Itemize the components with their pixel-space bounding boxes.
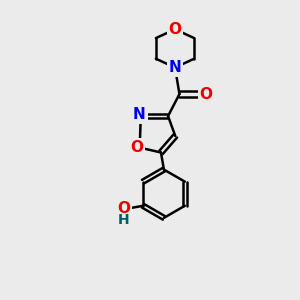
Text: O: O [200, 87, 212, 102]
Text: O: O [169, 22, 182, 37]
Text: N: N [133, 107, 146, 122]
Text: O: O [130, 140, 143, 155]
Text: N: N [169, 60, 182, 75]
Text: O: O [117, 201, 130, 216]
Text: H: H [118, 213, 130, 227]
